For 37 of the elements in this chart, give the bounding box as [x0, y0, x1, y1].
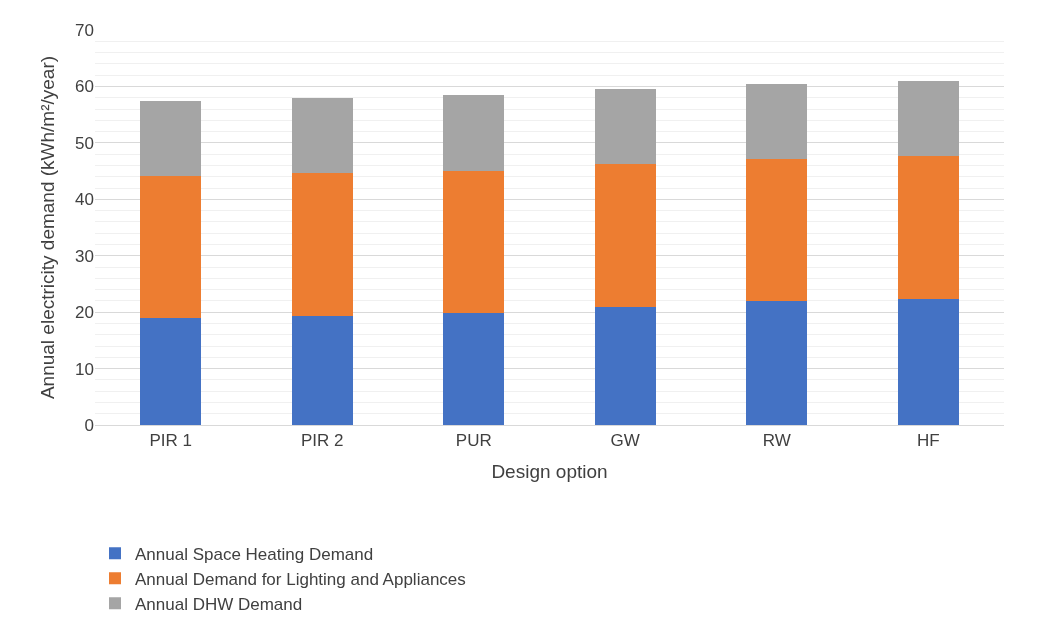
- bar: [594, 164, 656, 307]
- y-tick-label: 30: [75, 246, 94, 266]
- y-tick-label: 40: [75, 190, 94, 210]
- x-tick-label: GW: [610, 431, 640, 451]
- bar: [594, 306, 656, 425]
- bar: [746, 158, 808, 302]
- bar: [291, 97, 353, 174]
- y-tick-label: 0: [84, 415, 94, 435]
- y-tick-label: 50: [75, 133, 94, 153]
- bar: [897, 80, 959, 157]
- x-tick-label: PIR 2: [300, 431, 344, 451]
- legend-label: Annual Demand for Lighting and Appliances: [135, 569, 466, 589]
- x-tick-label: RW: [762, 431, 791, 451]
- bar: [140, 176, 202, 318]
- bar: [443, 170, 505, 314]
- bar: [897, 298, 959, 425]
- x-tick-label: HF: [916, 431, 940, 451]
- bar: [594, 88, 656, 165]
- bar: [746, 84, 808, 159]
- bar: [897, 156, 959, 299]
- x-axis-title: Design option: [491, 461, 608, 483]
- bar: [140, 100, 202, 177]
- y-axis-title: Annual electricity demand (kWh/m²/year): [36, 55, 58, 400]
- x-tick-label: PIR 1: [149, 431, 193, 451]
- bar: [140, 317, 202, 425]
- bar: [291, 173, 353, 316]
- legend-label: Annual Space Heating Demand: [135, 544, 374, 564]
- x-tick-label: PUR: [455, 431, 492, 451]
- legend-label: Annual DHW Demand: [135, 594, 303, 614]
- bar: [746, 301, 808, 425]
- bar: [443, 95, 505, 171]
- y-tick-label: 70: [75, 20, 94, 40]
- y-tick-label: 20: [75, 303, 94, 323]
- y-tick-label: 60: [75, 77, 94, 97]
- bar: [291, 315, 353, 425]
- bar: [443, 313, 505, 425]
- y-tick-label: 10: [75, 359, 94, 379]
